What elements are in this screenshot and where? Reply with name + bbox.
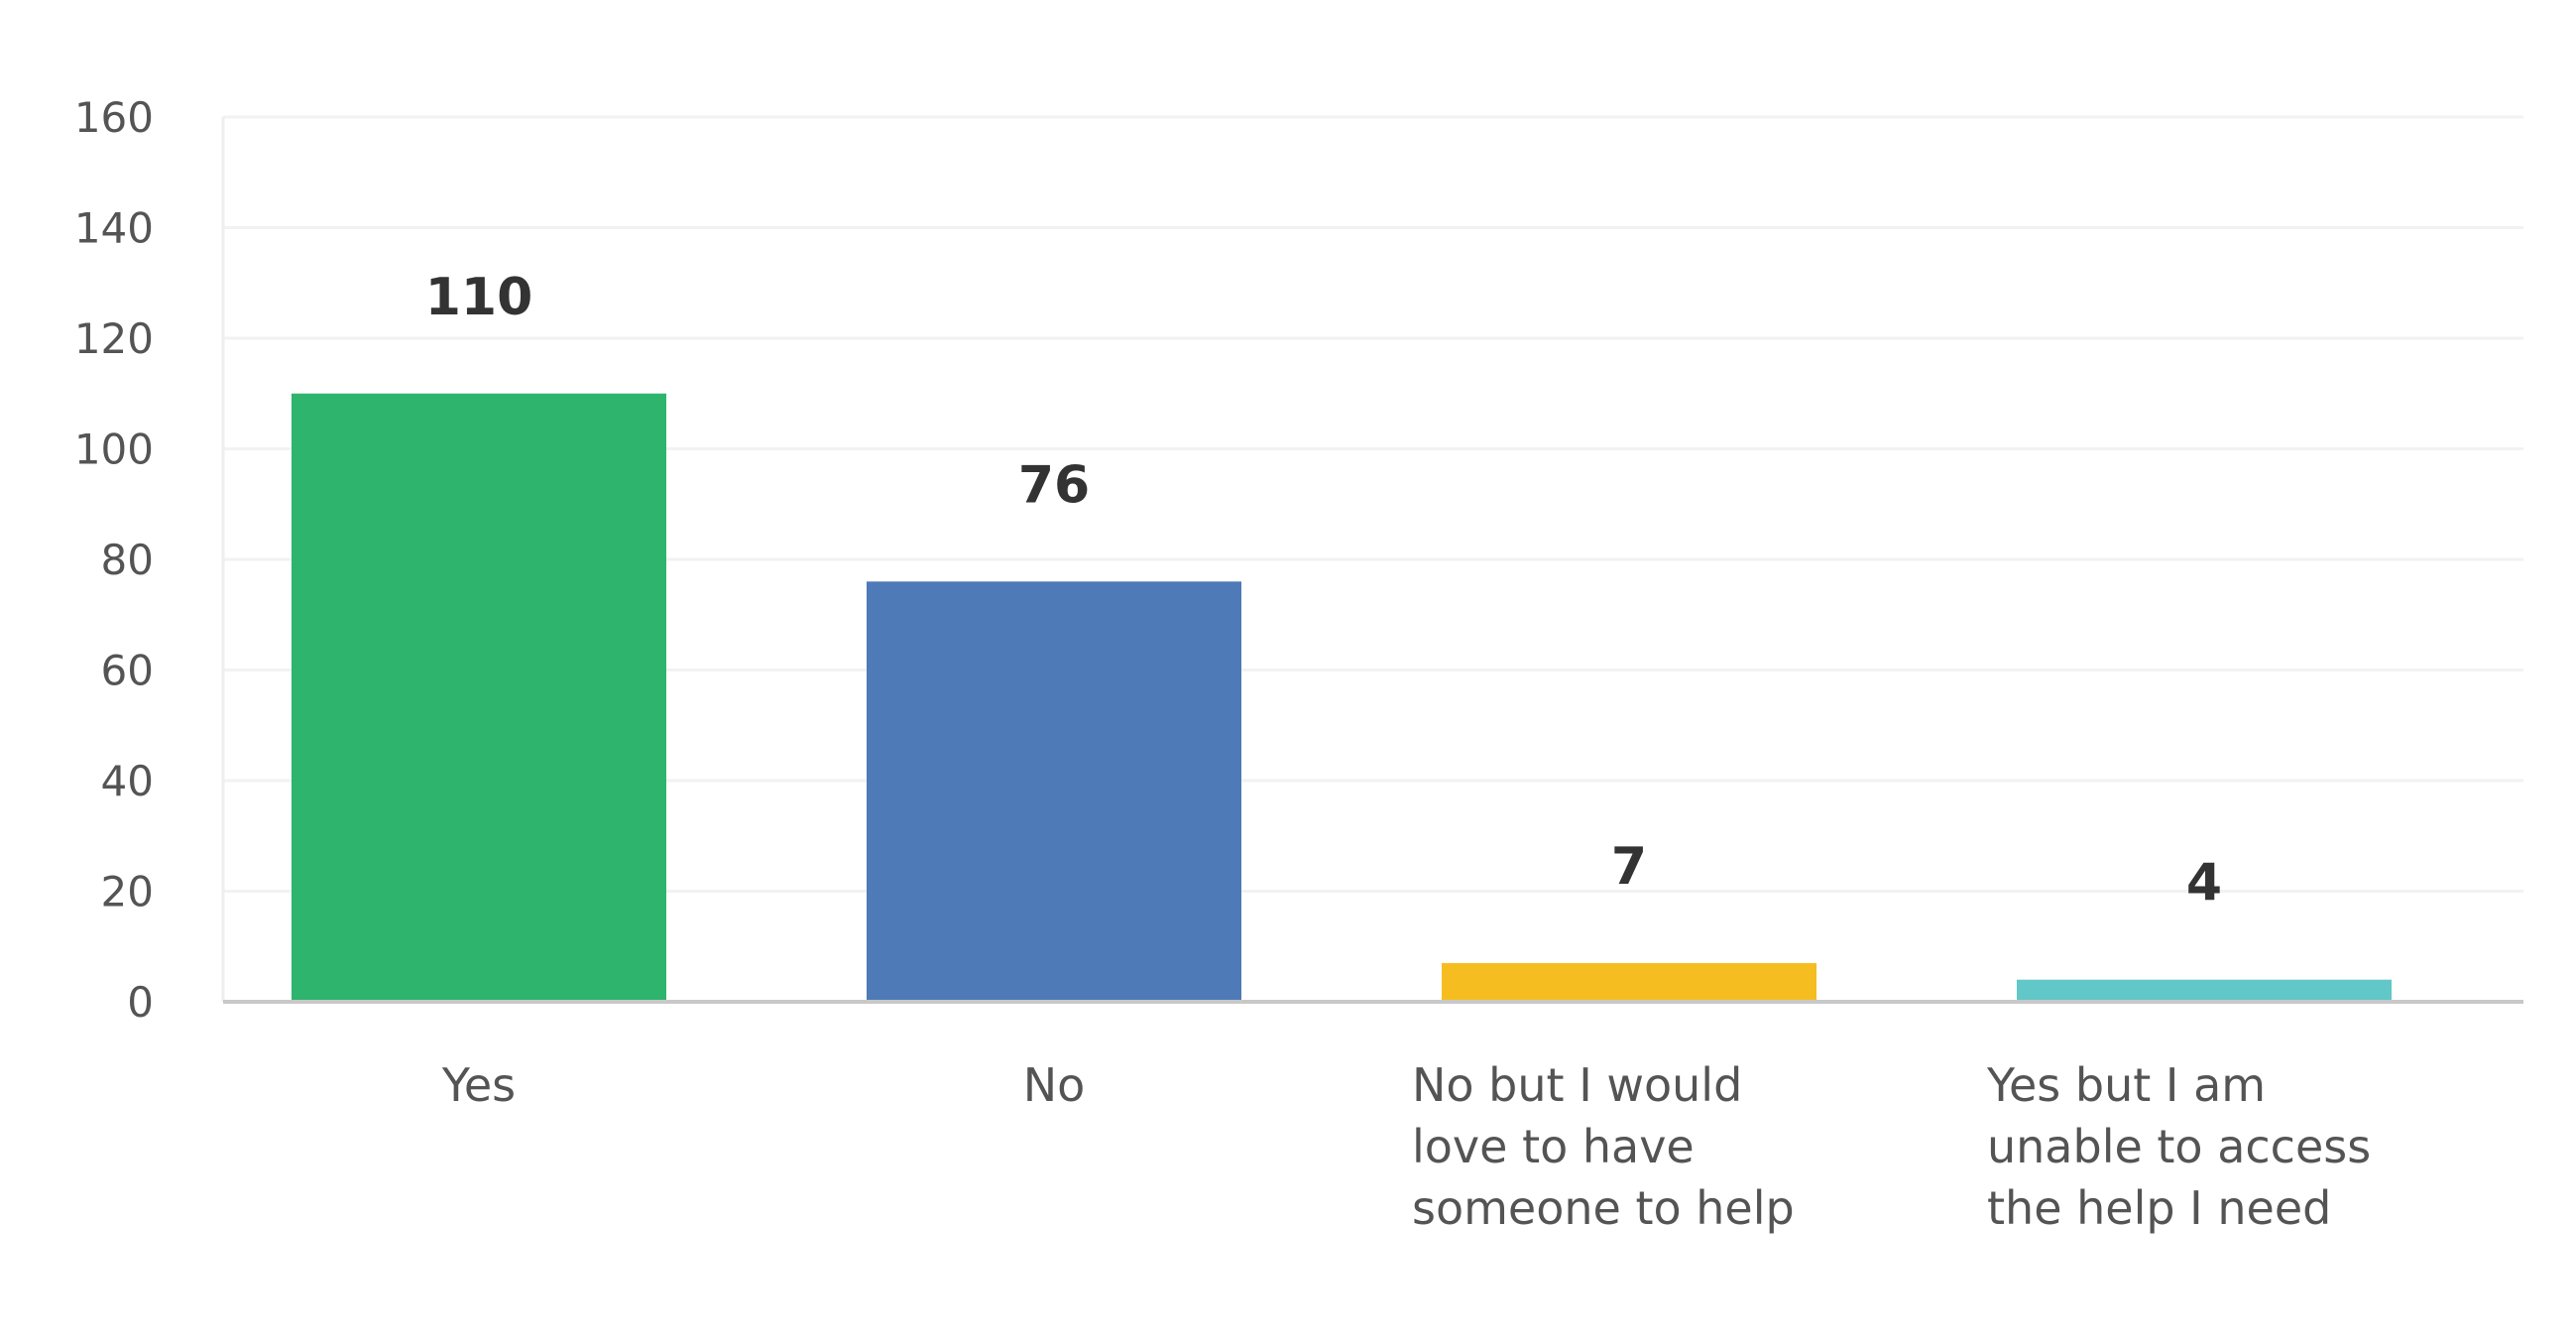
y-tick-label: 160 bbox=[74, 93, 154, 142]
x-tick-label-line: unable to access bbox=[1987, 1120, 2371, 1173]
x-tick-label-line: Yes but I am bbox=[1986, 1058, 2266, 1112]
x-tick-label: Yes but I am unable to access the help I n… bbox=[1986, 1058, 2371, 1235]
x-tick-label-line: No but I would bbox=[1412, 1058, 1742, 1112]
y-tick-label: 0 bbox=[127, 978, 154, 1027]
x-tick-label-line: Yes bbox=[441, 1058, 516, 1112]
bar bbox=[2017, 979, 2392, 1002]
data-label: 4 bbox=[2186, 854, 2222, 914]
bar bbox=[1442, 962, 1816, 1002]
x-tick-label-line: someone to help bbox=[1412, 1181, 1795, 1235]
x-tick-label-line: love to have bbox=[1412, 1120, 1695, 1173]
y-tick-label: 140 bbox=[74, 204, 154, 253]
y-tick-label: 60 bbox=[101, 647, 154, 695]
data-label: 110 bbox=[425, 268, 533, 327]
x-tick-label: No bbox=[1023, 1058, 1086, 1112]
x-axis-ticks: Yes No No but I would love to have someone t… bbox=[441, 1058, 2371, 1235]
y-tick-label: 40 bbox=[101, 757, 154, 805]
x-tick-label: No but I would love to have someone to hel… bbox=[1412, 1058, 1795, 1235]
x-tick-label-line: No bbox=[1023, 1058, 1086, 1112]
x-tick-label: Yes bbox=[441, 1058, 516, 1112]
data-label: 7 bbox=[1611, 837, 1647, 897]
bars bbox=[292, 393, 2392, 1002]
bar bbox=[292, 393, 666, 1002]
bar bbox=[867, 581, 1241, 1002]
data-labels: 110 76 7 4 bbox=[425, 268, 2222, 914]
data-label: 76 bbox=[1018, 455, 1090, 515]
y-axis-ticks: 0 20 40 60 80 100 120 140 160 bbox=[74, 93, 154, 1027]
x-tick-label-line: the help I need bbox=[1987, 1181, 2331, 1235]
y-tick-label: 20 bbox=[101, 868, 154, 916]
y-tick-label: 100 bbox=[74, 426, 154, 474]
y-tick-label: 80 bbox=[101, 536, 154, 584]
y-tick-label: 120 bbox=[74, 314, 154, 363]
